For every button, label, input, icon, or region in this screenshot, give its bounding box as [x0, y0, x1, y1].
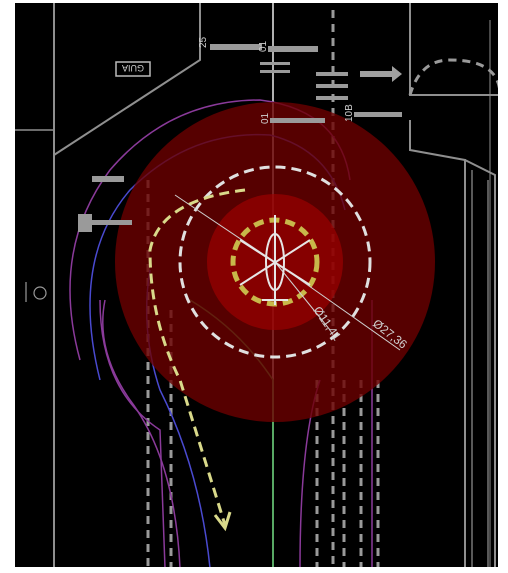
sign-post-icon: GUIA	[115, 61, 151, 77]
dashed-circle-outer	[178, 165, 372, 359]
arrow-head	[213, 511, 232, 532]
helicopter-symbol-icon	[239, 215, 311, 305]
marking-01-top: 01	[258, 40, 269, 52]
road-outlines	[14, 2, 499, 568]
flow-arrow-icon	[360, 66, 402, 82]
sign-label: GUIA	[122, 63, 144, 73]
road-markings	[78, 44, 402, 232]
hatched-lane	[471, 170, 489, 568]
marking-25: 25	[198, 36, 209, 48]
marking-01-mid: 01	[260, 112, 271, 124]
approach-arrow	[148, 188, 246, 526]
bike-symbol-icon	[25, 282, 47, 302]
dashed-guidance-lines	[146, 10, 499, 568]
marking-10b: 10B	[344, 104, 355, 122]
drawing-frame	[13, 1, 500, 569]
